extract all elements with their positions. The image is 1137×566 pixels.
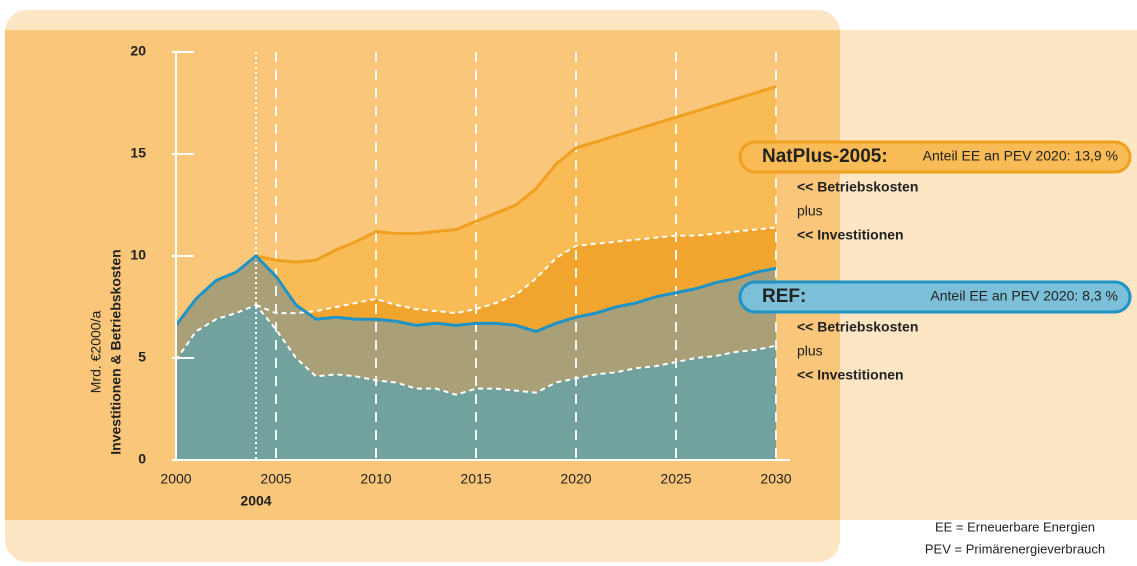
annotation-line: << Betriebskosten: [797, 319, 918, 335]
y-axis-label: Investitionen & Betriebskosten: [108, 249, 124, 454]
x-tick-label: 2025: [660, 471, 691, 487]
y-tick-label: 20: [130, 43, 146, 59]
line: [255, 85, 777, 264]
y-tick-label: 10: [130, 247, 146, 263]
panel-right: [840, 30, 1137, 520]
x-tick-label: 2015: [460, 471, 491, 487]
line: [174, 253, 777, 334]
x-tick-label: 2000: [160, 471, 191, 487]
annotation-line: << Investitionen: [797, 367, 904, 383]
annotation-title: NatPlus-2005:: [762, 146, 888, 167]
annotation-line: << Betriebskosten: [797, 179, 918, 195]
x-tick-label: 2030: [760, 471, 791, 487]
annotation-box: [738, 140, 1132, 174]
annotation-title: REF:: [762, 286, 806, 307]
annotation-note: Anteil EE an PEV 2020: 8,3 %: [930, 288, 1118, 304]
highlight-label: 2004: [240, 493, 271, 509]
line: [255, 226, 777, 315]
x-tick-label: 2020: [560, 471, 591, 487]
x-tick-label: 2005: [260, 471, 291, 487]
annotation-line: << Investitionen: [797, 227, 904, 243]
y-tick-label: 5: [138, 349, 146, 365]
y-tick-label: 0: [138, 451, 146, 467]
x-tick-label: 2010: [360, 471, 391, 487]
annotation-line: plus: [797, 203, 823, 219]
line: [175, 303, 777, 396]
annotation-line: plus: [797, 343, 823, 359]
footnote: PEV = Primärenergieverbrauch: [925, 541, 1105, 556]
annotation-box: [738, 280, 1132, 314]
annotation-note: Anteil EE an PEV 2020: 13,9 %: [923, 148, 1118, 164]
y-unit: Mrd. €2000/a: [88, 311, 104, 394]
area: [176, 304, 776, 460]
footnote: EE = Erneuerbare Energien: [935, 519, 1095, 534]
y-tick-label: 15: [130, 145, 146, 161]
